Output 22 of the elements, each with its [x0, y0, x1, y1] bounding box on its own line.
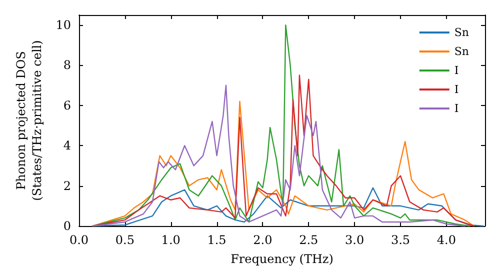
y-tick-label: 6	[63, 98, 71, 112]
x-tick-label: 0.5	[115, 233, 134, 247]
legend-label: Sn	[454, 26, 470, 39]
legend-label: I	[454, 64, 459, 77]
x-tick-label: 3.0	[345, 233, 364, 247]
legend-label: I	[454, 83, 459, 96]
y-tick-label: 0	[63, 219, 71, 233]
legend-label: Sn	[454, 45, 470, 58]
legend-label: I	[454, 102, 459, 115]
x-tick-label: 3.5	[390, 233, 410, 247]
x-tick-label: 4.0	[436, 233, 456, 247]
y-tick-label: 8	[63, 58, 71, 72]
x-tick-label: 1.0	[161, 233, 180, 247]
y-tick-label: 4	[63, 138, 72, 153]
y-tick-label: 10	[56, 18, 71, 32]
y-tick-label: 2	[63, 178, 71, 193]
x-tick-label: 1.5	[207, 233, 226, 247]
x-tick-label: 0.0	[69, 233, 89, 247]
y-axis-title: Phonon projected DOS (States/THz·primitive cell)	[14, 40, 44, 201]
x-tick-label: 2.5	[299, 233, 318, 247]
x-axis-title: Frequency (THz)	[230, 252, 334, 266]
x-tick-label: 2.0	[253, 233, 272, 247]
